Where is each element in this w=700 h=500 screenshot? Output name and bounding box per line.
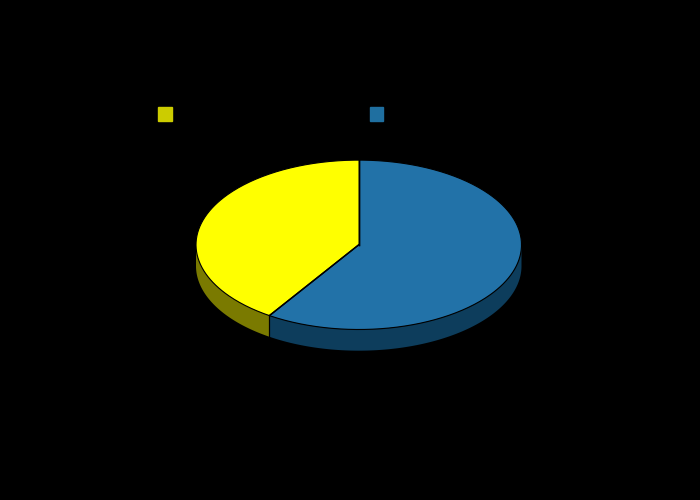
Polygon shape bbox=[196, 160, 358, 316]
Bar bbox=[370, 107, 383, 120]
Bar bbox=[158, 107, 172, 120]
Polygon shape bbox=[196, 245, 270, 337]
Polygon shape bbox=[270, 160, 522, 330]
Polygon shape bbox=[196, 182, 522, 350]
Polygon shape bbox=[270, 246, 522, 350]
